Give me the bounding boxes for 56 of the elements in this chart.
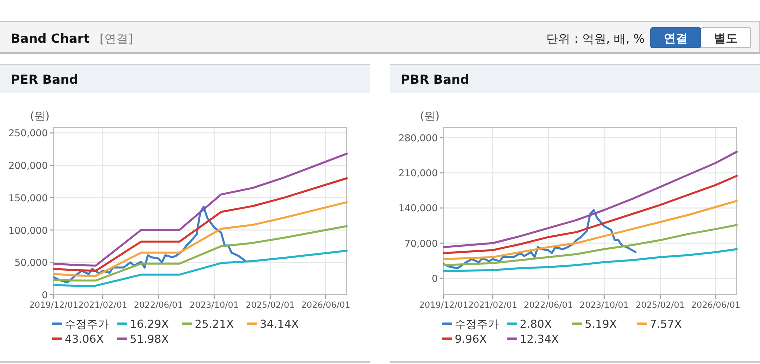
x-tick-label: 2019/12/01	[420, 301, 468, 311]
legend-label: 51.98X	[130, 333, 170, 346]
y-tick-label: 50,000	[14, 258, 48, 270]
text: 연결	[664, 32, 688, 46]
legend-label: 수정주가	[455, 318, 499, 331]
x-tick-label: 2021/02/01	[78, 301, 128, 311]
legend-label: 43.06X	[65, 333, 104, 346]
y-tick-label: 280,000	[398, 134, 438, 145]
chart-title: PBR Band	[401, 72, 470, 87]
line-series	[443, 151, 738, 248]
line-series	[443, 200, 738, 260]
legend-label: 수정주가	[65, 318, 109, 331]
text: [연결]	[100, 32, 134, 46]
legend-label: 9.96X	[455, 333, 488, 346]
legend-label: 7.57X	[650, 318, 682, 331]
legend-label: 25.21X	[195, 318, 234, 331]
legend-label: 34.14X	[260, 318, 300, 331]
x-tick-label: 2021/02/01	[468, 301, 518, 311]
x-tick-label: 2022/06/01	[524, 301, 574, 311]
line-series	[53, 177, 348, 272]
line-series	[443, 248, 738, 272]
x-tick-label: 2025/02/01	[246, 301, 295, 311]
x-tick-label: 2026/06/01	[692, 301, 741, 311]
line-series	[53, 152, 348, 267]
y-tick-label: 250,000	[8, 128, 48, 140]
y-tick-label: 150,000	[8, 193, 48, 204]
text: 별도	[714, 32, 738, 46]
line-series	[53, 250, 348, 287]
y-tick-label: 0	[42, 290, 48, 302]
x-tick-label: 2026/06/01	[302, 301, 351, 311]
legend-label: 2.80X	[520, 318, 552, 331]
text: 단위 : 억원, 배, %	[546, 32, 645, 46]
x-tick-label: 2025/02/01	[636, 301, 685, 311]
y-axis-title: (원)	[30, 110, 50, 123]
line-series	[443, 175, 738, 254]
line-series	[53, 225, 348, 282]
x-tick-label: 2022/06/01	[134, 301, 184, 311]
line-series	[443, 224, 738, 266]
y-tick-label: 210,000	[398, 168, 438, 180]
y-tick-label: 200,000	[8, 161, 48, 172]
text: Band Chart	[11, 31, 90, 46]
x-tick-label: 2023/10/01	[580, 301, 629, 311]
line-series	[443, 209, 637, 270]
y-tick-label: 70,000	[404, 238, 438, 250]
legend-label: 5.19X	[585, 318, 618, 331]
y-axis-title: (원)	[420, 110, 440, 123]
x-tick-label: 2023/10/01	[190, 301, 239, 311]
legend-label: 12.34X	[520, 333, 560, 346]
line-series	[53, 201, 348, 278]
chart-title: PER Band	[11, 72, 78, 87]
x-tick-label: 2019/12/01	[30, 301, 78, 311]
legend-label: 16.29X	[130, 318, 170, 331]
y-tick-label: 140,000	[398, 204, 438, 215]
y-tick-label: 100,000	[8, 226, 48, 237]
y-tick-label: 0	[432, 274, 438, 285]
line-series	[53, 206, 247, 284]
